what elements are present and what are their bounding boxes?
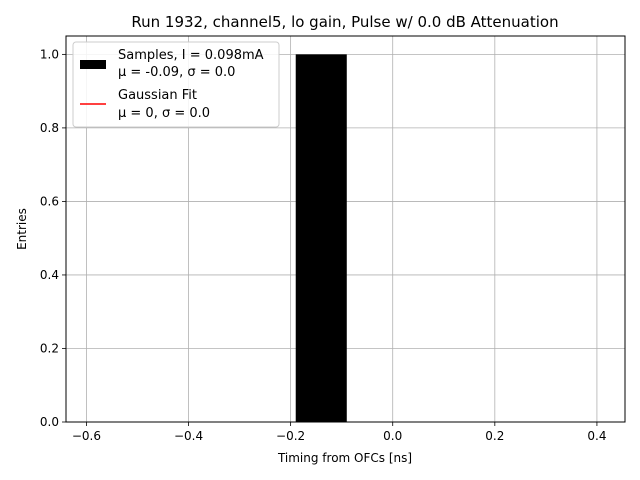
y-tick-label: 0.2	[40, 341, 59, 355]
x-tick-label: −0.2	[276, 429, 305, 443]
y-axis-ticks: 0.0 0.2 0.4 0.6 0.8 1.0	[40, 47, 66, 429]
legend-fit-line1: Gaussian Fit	[118, 88, 197, 103]
x-tick-label: 0.4	[587, 429, 606, 443]
legend: Samples, I = 0.098mA μ = -0.09, σ = 0.0 …	[72, 41, 280, 128]
y-tick-label: 0.8	[40, 121, 59, 135]
histogram-bar	[295, 54, 347, 422]
legend-samples-line2: μ = -0.09, σ = 0.0	[118, 65, 235, 80]
x-axis-label: Timing from OFCs [ns]	[277, 451, 412, 465]
histogram-bars	[295, 54, 347, 422]
legend-fit-line2: μ = 0, σ = 0.0	[118, 106, 210, 121]
x-tick-label: −0.4	[174, 429, 203, 443]
chart-title: Run 1932, channel5, lo gain, Pulse w/ 0.…	[131, 13, 558, 31]
y-tick-label: 0.6	[40, 194, 59, 208]
x-axis-ticks: −0.6 −0.4 −0.2 0.0 0.2 0.4	[72, 422, 606, 443]
y-tick-label: 0.4	[40, 268, 59, 282]
x-tick-label: −0.6	[72, 429, 101, 443]
legend-box	[72, 41, 280, 128]
x-tick-label: 0.2	[485, 429, 504, 443]
y-axis-label: Entries	[15, 208, 29, 250]
y-tick-label: 1.0	[40, 47, 59, 61]
legend-swatch-samples	[80, 60, 106, 69]
y-tick-label: 0.0	[40, 415, 59, 429]
legend-samples-line1: Samples, I = 0.098mA	[118, 48, 264, 63]
plot-frame	[65, 35, 626, 423]
x-tick-label: 0.0	[383, 429, 402, 443]
